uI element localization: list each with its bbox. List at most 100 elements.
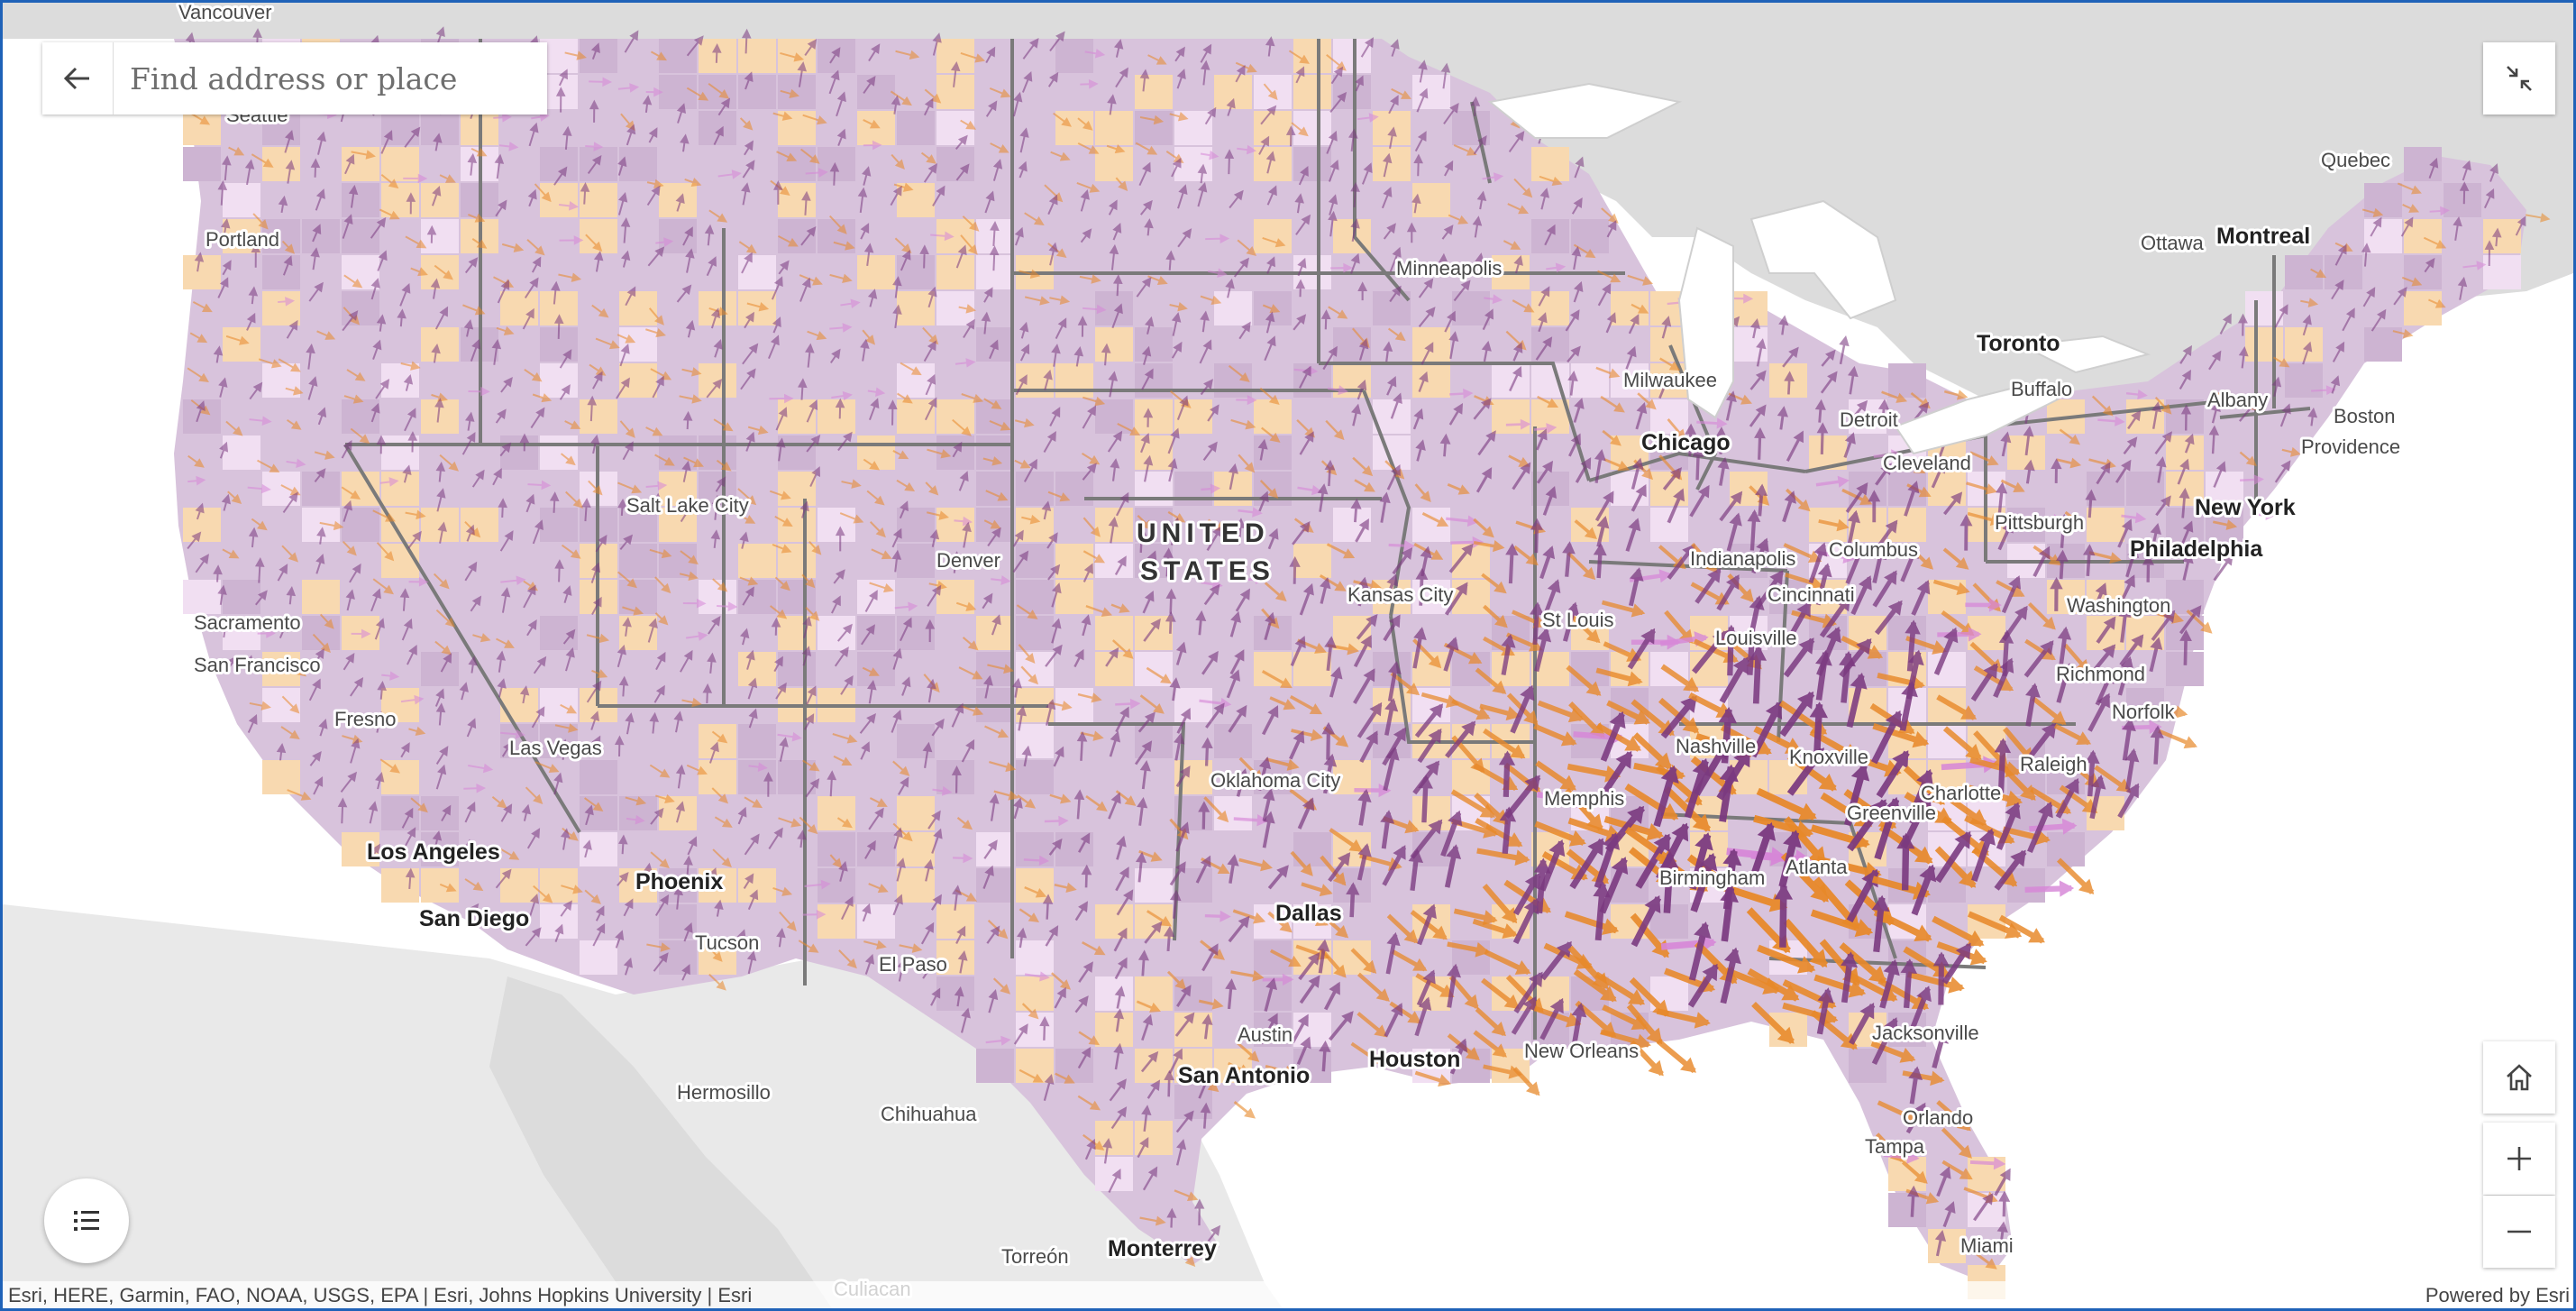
flow-arrow [652, 375, 664, 399]
flow-arrow [491, 796, 507, 809]
flow-arrow [1141, 345, 1152, 365]
flow-arrow [984, 190, 995, 214]
back-button[interactable] [42, 42, 114, 115]
powered-by-link[interactable]: Powered by Esri [2425, 1284, 2570, 1306]
county-patch [1650, 508, 1688, 542]
flow-arrow [860, 223, 870, 240]
city-label: Minneapolis [1396, 257, 1502, 280]
flow-arrow [1049, 295, 1071, 305]
flow-arrow [377, 250, 388, 271]
flow-arrow [555, 87, 566, 113]
exit-fullscreen-button[interactable] [2483, 42, 2555, 115]
flow-arrow [1023, 855, 1050, 866]
flow-arrow [617, 334, 636, 344]
flow-arrow [619, 343, 630, 367]
flow-arrow [983, 287, 993, 303]
flow-arrow [1146, 666, 1172, 684]
flow-arrow [590, 562, 601, 583]
flow-arrow [587, 154, 602, 175]
city-label: Houston [1369, 1047, 1460, 1072]
zoom-out-button[interactable] [2483, 1196, 2555, 1268]
flow-arrow [655, 237, 674, 247]
flow-arrow [466, 718, 477, 738]
flow-arrow [551, 280, 561, 305]
city-label: Oklahoma City [1210, 769, 1340, 792]
flow-arrow [927, 678, 936, 703]
flow-arrow [809, 466, 820, 487]
flow-arrow [775, 407, 788, 431]
flow-arrow [800, 225, 817, 246]
flow-arrow [464, 411, 475, 431]
flow-arrow [1238, 507, 1263, 518]
county-patch [897, 868, 935, 903]
flow-arrow [399, 588, 410, 611]
flow-arrow [1202, 441, 1218, 462]
home-button[interactable] [2483, 1041, 2555, 1114]
zoom-in-button[interactable] [2483, 1123, 2555, 1195]
flow-arrow [584, 889, 601, 904]
flow-arrow [1201, 1013, 1213, 1040]
flow-arrow [562, 827, 579, 841]
flow-arrow [799, 816, 818, 835]
flow-arrow [279, 621, 288, 639]
flow-arrow [1258, 135, 1270, 155]
flow-arrow [829, 273, 853, 283]
flow-arrow [892, 760, 910, 776]
attribution-text[interactable]: Esri, HERE, Garmin, FAO, NOAA, USGS, EPA… [8, 1284, 753, 1306]
flow-arrow [653, 492, 663, 514]
flow-arrow [1012, 797, 1023, 820]
arrow-left-icon [63, 67, 89, 90]
flow-arrow [1051, 582, 1062, 608]
city-label: Washington [2067, 594, 2170, 617]
flow-arrow [955, 601, 977, 611]
flow-arrow [673, 711, 683, 733]
county-patch [699, 363, 736, 398]
flow-arrow [891, 710, 902, 733]
flow-arrow [593, 251, 604, 272]
flow-arrow [927, 810, 941, 830]
flow-arrow [743, 873, 754, 889]
flow-arrow [251, 153, 274, 168]
legend-button[interactable] [44, 1178, 129, 1263]
flow-arrow [835, 398, 845, 419]
search-input[interactable]: Find address or place [130, 60, 458, 96]
county-patch [897, 291, 935, 325]
flow-arrow [1108, 371, 1119, 398]
flow-arrow [683, 456, 704, 468]
flow-arrow [1108, 516, 1119, 544]
county-patch [421, 508, 459, 542]
county-patch [699, 75, 736, 109]
flow-arrow [281, 545, 299, 563]
flow-arrow [1206, 526, 1222, 552]
flow-arrow [553, 772, 563, 795]
county-patch [619, 291, 657, 325]
county-patch [936, 760, 974, 794]
county-patch [421, 868, 459, 903]
flow-arrow [896, 857, 906, 882]
flow-arrow [1081, 452, 1101, 465]
flow-arrow [501, 741, 513, 757]
flow-arrow [1166, 1207, 1177, 1228]
county-patch [1254, 111, 1292, 145]
flow-arrow [763, 771, 773, 797]
flow-arrow [1144, 218, 1154, 236]
flow-arrow [988, 989, 999, 1013]
flow-arrow [1236, 768, 1249, 797]
flow-arrow [863, 140, 882, 151]
flow-arrow [1115, 866, 1129, 892]
flow-arrow [1175, 641, 1187, 665]
city-label: Las Vegas [509, 737, 602, 759]
flow-arrow [220, 218, 231, 242]
county-patch [659, 508, 697, 542]
flow-arrow [712, 578, 728, 592]
flow-arrow [306, 343, 315, 370]
county-patch [2364, 219, 2402, 253]
flow-arrow [828, 69, 840, 95]
flow-arrow [1021, 70, 1033, 93]
flow-arrow [1265, 36, 1275, 57]
flow-arrow [561, 885, 583, 894]
flow-arrow [410, 797, 428, 813]
flow-arrow [711, 42, 722, 63]
